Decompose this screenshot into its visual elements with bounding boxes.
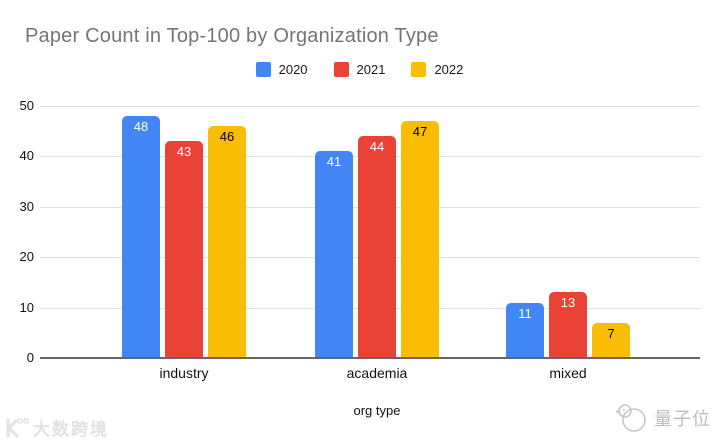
bar-value-label: 44 bbox=[369, 139, 385, 155]
watermark-bottom-left: 大数跨境 bbox=[4, 415, 109, 440]
legend-item-2021: 2021 bbox=[333, 62, 386, 77]
bar-2021-mixed: 13 bbox=[549, 292, 587, 358]
bar-2021-academia: 44 bbox=[358, 136, 396, 358]
y-tick-label: 40 bbox=[19, 148, 34, 164]
penguin-icon bbox=[616, 404, 646, 432]
legend-item-2022: 2022 bbox=[411, 62, 463, 77]
bar-value-label: 11 bbox=[518, 305, 532, 321]
gridline bbox=[40, 106, 700, 107]
y-tick-label: 10 bbox=[19, 299, 34, 315]
dashu-logo-icon bbox=[6, 417, 29, 437]
legend-label: 2021 bbox=[356, 62, 386, 77]
y-tick-label: 0 bbox=[26, 350, 34, 365]
x-axis-title: org type bbox=[353, 403, 401, 418]
legend: 2020 2021 2022 bbox=[0, 62, 719, 77]
bar-value-label: 13 bbox=[560, 295, 576, 311]
legend-swatch-2020 bbox=[255, 62, 271, 77]
bar-2022-mixed: 7 bbox=[592, 322, 630, 358]
bar-2022-academia: 47 bbox=[401, 121, 439, 358]
y-tick-label: 30 bbox=[19, 198, 34, 214]
bar-2020-mixed: 11 bbox=[506, 302, 544, 358]
legend-label: 2020 bbox=[278, 62, 308, 77]
legend-item-2020: 2020 bbox=[255, 62, 308, 77]
bar-2021-industry: 43 bbox=[165, 141, 203, 358]
bar-value-label: 46 bbox=[219, 129, 235, 145]
bar-value-label: 41 bbox=[326, 154, 342, 170]
bar-value-label: 7 bbox=[607, 325, 615, 341]
x-category-label-industry: industry bbox=[159, 365, 209, 381]
x-category-label-mixed: mixed bbox=[549, 365, 587, 381]
y-tick-label: 20 bbox=[19, 249, 34, 265]
watermark-right-text: 量子位 bbox=[654, 409, 711, 429]
legend-label: 2022 bbox=[434, 62, 464, 77]
watermark-bottom-right: 量子位 bbox=[616, 403, 711, 433]
bar-value-label: 48 bbox=[133, 119, 149, 135]
legend-swatch-2022 bbox=[411, 62, 427, 77]
chart-title: Paper Count in Top-100 by Organization T… bbox=[25, 25, 439, 47]
bar-2020-industry: 48 bbox=[122, 116, 160, 358]
bar-value-label: 47 bbox=[412, 124, 428, 140]
x-axis-baseline bbox=[40, 357, 700, 359]
legend-swatch-2021 bbox=[333, 62, 349, 77]
x-category-label-academia: academia bbox=[346, 365, 408, 381]
y-tick-label: 50 bbox=[19, 98, 34, 113]
bar-2020-academia: 41 bbox=[315, 151, 353, 358]
bar-value-label: 43 bbox=[176, 144, 192, 160]
bar-2022-industry: 46 bbox=[208, 126, 246, 358]
watermark-left-text: 大数跨境 bbox=[33, 420, 109, 439]
